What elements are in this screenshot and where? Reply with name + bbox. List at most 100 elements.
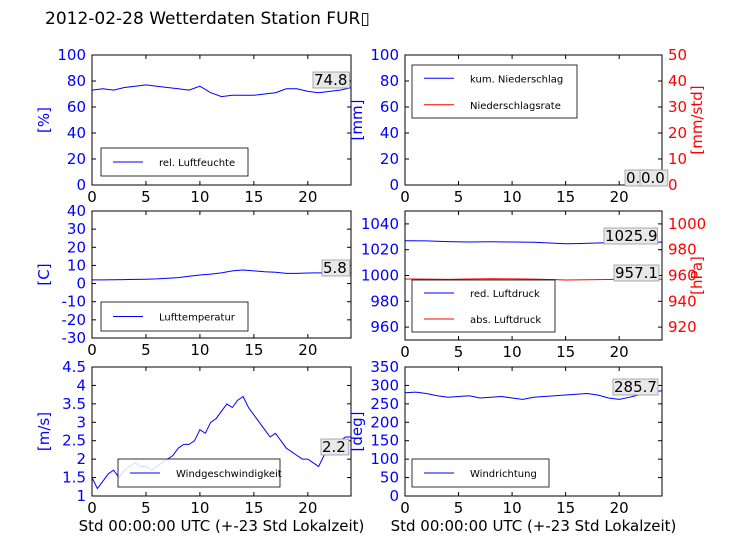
y-right-tick-label: 0 xyxy=(668,176,678,194)
y-tick-label: 10 xyxy=(67,256,86,274)
y-axis-label: [C] xyxy=(35,263,53,285)
x-tick-label: 20 xyxy=(610,499,629,517)
plot-frame xyxy=(91,366,352,497)
y-tick-label: 0 xyxy=(76,176,86,194)
y-tick-label: 980 xyxy=(370,292,399,310)
x-tick-label: 15 xyxy=(556,343,575,361)
y-tick-label: 100 xyxy=(57,46,86,64)
y-right-tick-label: 20 xyxy=(668,124,687,142)
y-axis-label: [%] xyxy=(35,107,53,133)
x-tick-label: 15 xyxy=(244,188,263,206)
y-tick-label: 50 xyxy=(380,469,399,487)
y-tick-label: 1020 xyxy=(361,241,399,259)
x-axis-label: Std 00:00:00 UTC (+-23 Std Lokalzeit) xyxy=(79,517,365,535)
x-tick-label: 20 xyxy=(610,343,629,361)
y-tick-label: 60 xyxy=(67,98,86,116)
x-tick-label: 0 xyxy=(87,188,97,206)
panel-2: 0 5 10 15 20 0 20 40 60 80 100 0 10 20 30 40 50 [mm] [mm/s… xyxy=(348,46,706,206)
x-tick-label: 5 xyxy=(141,188,151,206)
legend: Windrichtung xyxy=(411,458,550,488)
y-tick-label: 1000 xyxy=(361,267,399,285)
x-tick-label: 5 xyxy=(141,499,151,517)
x-tick-label: 0 xyxy=(400,188,410,206)
value-label: 1025.9 xyxy=(605,227,658,245)
x-tick-label: 5 xyxy=(141,341,151,359)
x-tick-label: 0 xyxy=(400,343,410,361)
legend-label: Windrichtung xyxy=(470,469,537,480)
legend-label: Windgeschwindigkeit xyxy=(176,469,282,480)
panel-4: 0 5 10 15 20 960 980 1000 1020 1040 920 940 960 980 10… xyxy=(361,210,706,361)
y-tick-label: 0 xyxy=(389,176,399,194)
x-tick-label: 15 xyxy=(244,341,263,359)
y-tick-label: 20 xyxy=(380,150,399,168)
value-box xyxy=(639,169,669,187)
y-tick-label: 40 xyxy=(67,202,86,220)
y-tick-label: 80 xyxy=(380,72,399,90)
y-right-tick-label: 940 xyxy=(668,292,697,310)
y-tick-label: 40 xyxy=(67,124,86,142)
plot-frame xyxy=(404,54,663,186)
y-right-tick-label: 30 xyxy=(668,98,687,116)
y-tick-label: 250 xyxy=(370,395,399,413)
legend: rel. Luftfeuchte xyxy=(100,147,249,177)
series-line-1 xyxy=(91,84,352,98)
value-box xyxy=(321,259,351,277)
y-tick-label: 200 xyxy=(370,413,399,431)
x-tick-label: 0 xyxy=(400,499,410,517)
x-tick-label: 10 xyxy=(190,499,209,517)
x-tick-label: 20 xyxy=(298,188,317,206)
y-right-tick-label: 980 xyxy=(668,241,697,259)
y-axis-label: [deg] xyxy=(348,412,366,452)
y-tick-label: -10 xyxy=(62,293,87,311)
legend: Lufttemperatur xyxy=(100,301,249,332)
y-tick-label: 1.5 xyxy=(62,469,86,487)
value-box xyxy=(320,438,350,456)
y-right-axis-label: [mm/std] xyxy=(688,85,706,154)
y-tick-label: 350 xyxy=(370,358,399,376)
y-right-tick-label: 50 xyxy=(668,46,687,64)
y-right-tick-label: 960 xyxy=(668,267,697,285)
x-tick-label: 0 xyxy=(87,341,97,359)
legend-box xyxy=(411,64,578,119)
figure-title: 2012-02-28 Wetterdaten Station FUR▯ xyxy=(45,9,370,29)
y-tick-label: 150 xyxy=(370,432,399,450)
y-tick-label: -20 xyxy=(62,311,87,329)
plot-frame xyxy=(91,210,352,339)
y-tick-label: 0 xyxy=(76,275,86,293)
y-tick-label: 3.5 xyxy=(62,395,86,413)
x-tick-label: 20 xyxy=(298,499,317,517)
y-axis-label: [m/s] xyxy=(35,412,53,451)
x-tick-label: 15 xyxy=(556,188,575,206)
x-tick-label: 10 xyxy=(503,188,522,206)
value-label: 2.2 xyxy=(322,438,346,456)
y-tick-label: 4.5 xyxy=(62,358,86,376)
y-tick-label: 1 xyxy=(76,487,86,505)
legend-label: Lufttemperatur xyxy=(159,313,236,324)
value-box xyxy=(312,71,350,89)
y-right-tick-label: 40 xyxy=(668,72,687,90)
x-tick-label: 10 xyxy=(190,341,209,359)
panel-1: 0 5 10 15 20 0 20 40 60 80 100 [%] 74.8 rel. Luftfeuc… xyxy=(35,46,352,206)
y-right-tick-label: 1000 xyxy=(668,215,706,233)
y-tick-label: 3 xyxy=(76,413,86,431)
y-tick-label: 4 xyxy=(76,376,86,394)
x-tick-label: 10 xyxy=(503,343,522,361)
x-tick-label: 20 xyxy=(298,341,317,359)
value-label: 285.7 xyxy=(614,378,657,396)
value-label: 0.0 xyxy=(641,169,665,187)
legend: red. Luftdruck abs. Luftdruck xyxy=(411,279,556,333)
y-tick-label: 80 xyxy=(67,72,86,90)
y-right-tick-label: 10 xyxy=(668,150,687,168)
x-tick-label: 5 xyxy=(454,188,464,206)
legend-label: kum. Niederschlag xyxy=(470,74,563,85)
y-tick-label: 300 xyxy=(370,376,399,394)
legend-label: abs. Luftdruck xyxy=(470,315,541,326)
plot-frame xyxy=(404,366,663,497)
series-line-1 xyxy=(92,269,351,281)
legend-box xyxy=(411,279,556,333)
x-axis-label: Std 00:00:00 UTC (+-23 Std Lokalzeit) xyxy=(391,517,677,535)
x-tick-label: 0 xyxy=(87,499,97,517)
